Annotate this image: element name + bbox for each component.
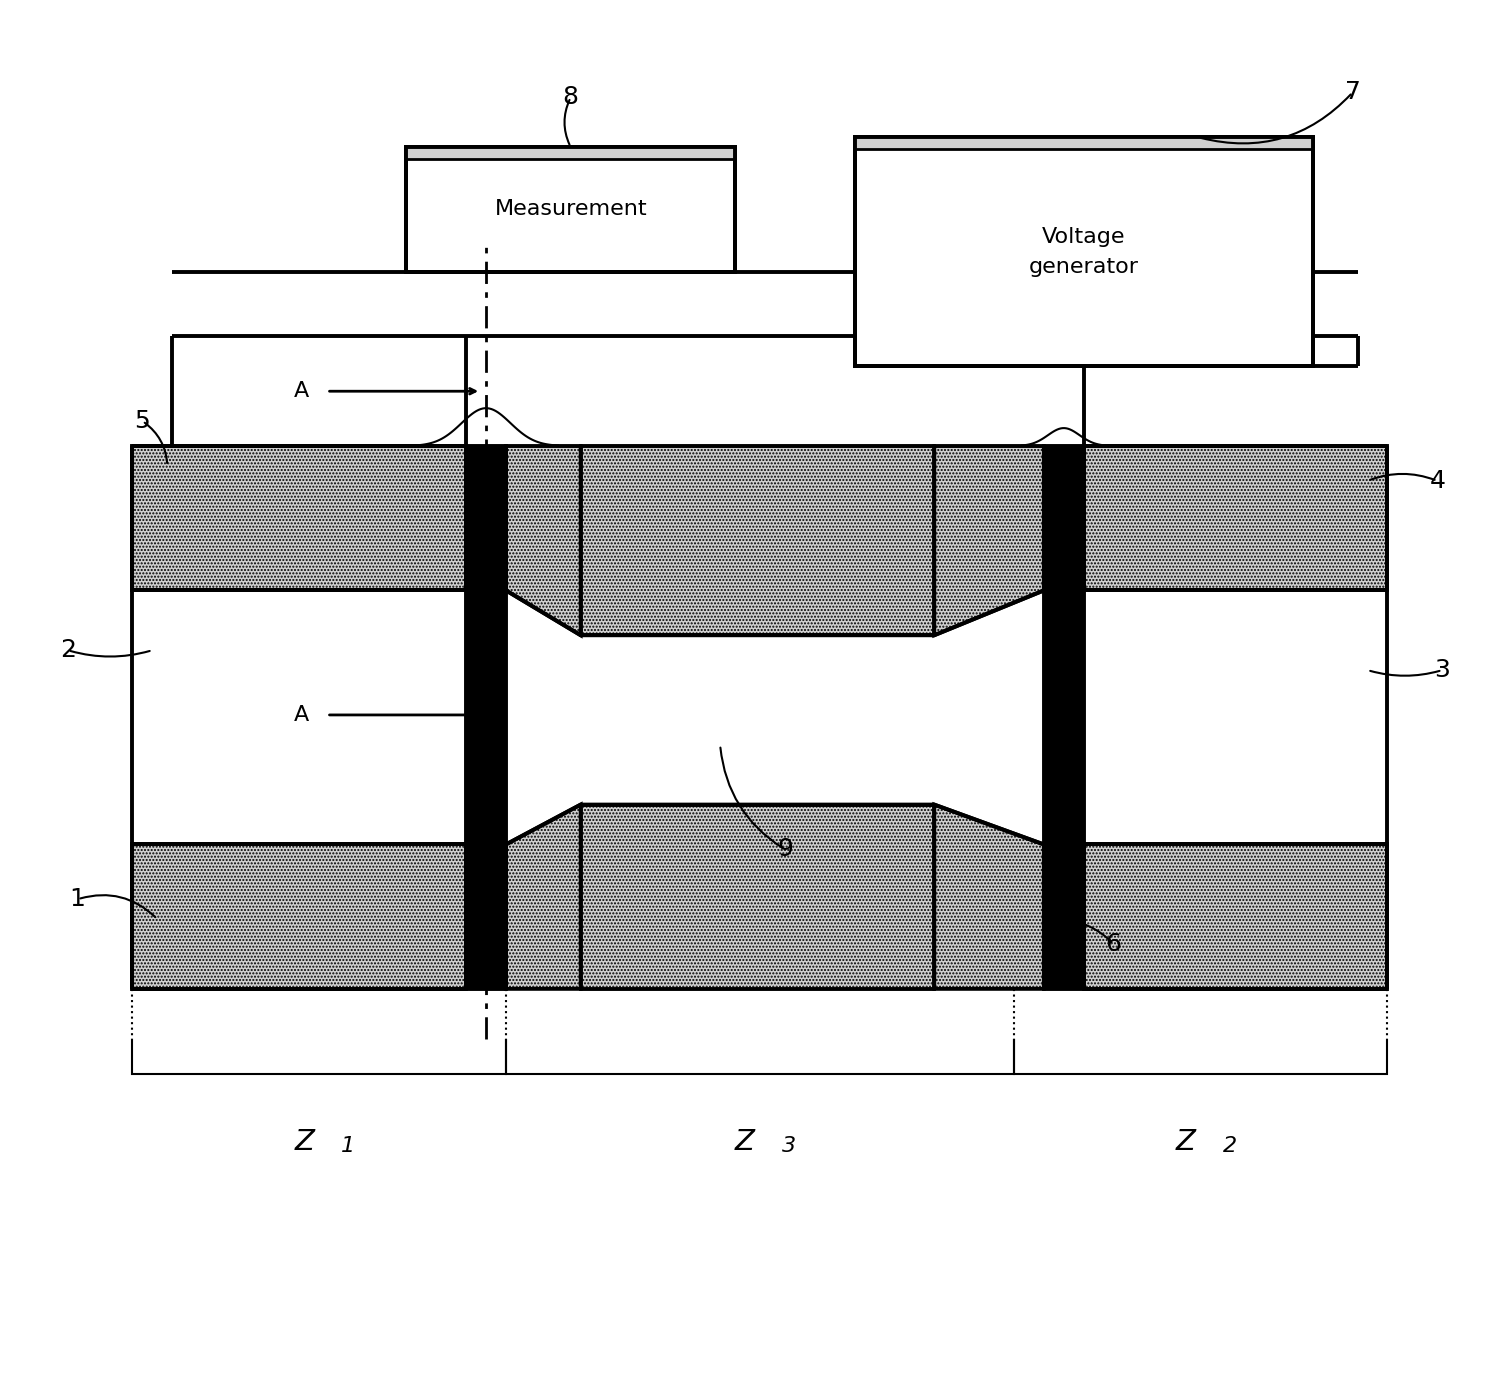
Text: 1: 1 xyxy=(341,1137,355,1156)
Text: Z: Z xyxy=(1175,1128,1196,1156)
Text: Measurement: Measurement xyxy=(494,199,646,220)
Bar xyxy=(132,447,507,988)
Bar xyxy=(466,447,507,988)
Text: Z: Z xyxy=(735,1128,755,1156)
Text: 4: 4 xyxy=(1429,469,1446,493)
Polygon shape xyxy=(1084,844,1387,988)
Bar xyxy=(855,137,1312,150)
Text: Z: Z xyxy=(295,1128,314,1156)
Bar xyxy=(406,147,735,160)
Text: 7: 7 xyxy=(1345,80,1360,105)
Polygon shape xyxy=(935,805,1045,988)
Polygon shape xyxy=(580,447,935,636)
Polygon shape xyxy=(1084,447,1387,591)
Text: A: A xyxy=(295,706,310,725)
Bar xyxy=(1045,447,1084,988)
Polygon shape xyxy=(132,447,466,591)
Polygon shape xyxy=(132,844,466,988)
Bar xyxy=(406,147,735,272)
Text: 9: 9 xyxy=(777,837,792,861)
Text: A: A xyxy=(295,381,310,402)
Polygon shape xyxy=(507,805,580,988)
Bar xyxy=(406,147,735,272)
Text: 1: 1 xyxy=(69,888,86,911)
Polygon shape xyxy=(935,447,1045,636)
Text: 2: 2 xyxy=(1222,1137,1237,1156)
Text: 8: 8 xyxy=(562,85,579,109)
Text: 2: 2 xyxy=(60,638,75,662)
Text: 3: 3 xyxy=(782,1137,797,1156)
Text: 6: 6 xyxy=(1106,932,1121,956)
Polygon shape xyxy=(507,447,580,636)
Bar xyxy=(855,137,1312,367)
Bar xyxy=(1015,447,1387,988)
Polygon shape xyxy=(580,805,935,988)
Text: 3: 3 xyxy=(1434,658,1450,682)
Bar xyxy=(855,137,1312,367)
Text: Voltage
generator: Voltage generator xyxy=(1028,227,1139,277)
Text: 5: 5 xyxy=(135,409,150,433)
